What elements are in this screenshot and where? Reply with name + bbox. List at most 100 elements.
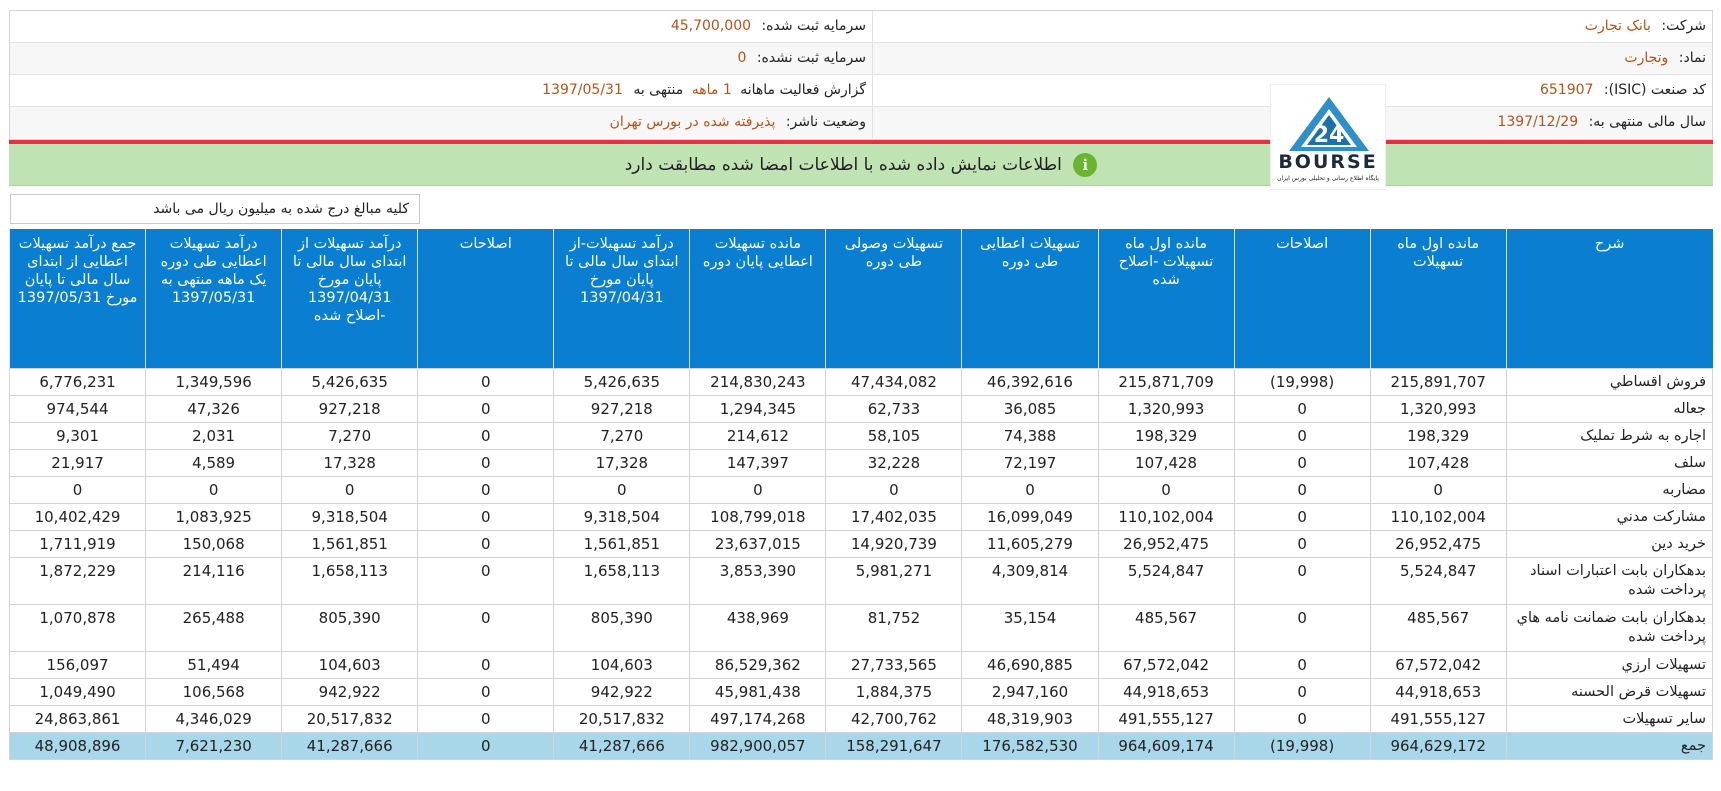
table-cell: 438,969 [689, 603, 827, 652]
unregistered-capital-cell: سرمایه ثبت نشده: 0 [8, 43, 872, 74]
table-cell: 0 [1233, 394, 1371, 423]
table-row: سلف 107,428 0 107,428 72,197 32,228 147,397 17,… [8, 448, 1714, 477]
table-cell: 20,517,832 [281, 704, 419, 733]
table-cell: 0 [417, 475, 555, 504]
table-cell: 20,517,832 [553, 704, 691, 733]
table-cell: 214,116 [145, 556, 283, 605]
table-cell: 0 [417, 421, 555, 450]
row-description: تسهيلات ارزي [1505, 650, 1714, 679]
report-end-date: 1397/05/31 [542, 82, 623, 98]
table-cell: 45,981,438 [689, 677, 827, 706]
table-cell: 198,329 [1097, 421, 1235, 450]
table-cell: 942,922 [281, 677, 419, 706]
report-period-cell: گزارش فعالیت ماهانه 1 ماهه منتهی به 1397… [8, 75, 872, 106]
table-row: مشارکت مدني 110,102,004 0 110,102,004 16,099… [8, 502, 1714, 531]
table-cell: 6,776,231 [8, 367, 147, 396]
table-cell: 0 [417, 677, 555, 706]
industry-code-value: 651907 [1539, 82, 1594, 98]
table-row: ساير تسهيلات 491,555,127 0 491,555,127 48,31… [8, 704, 1714, 733]
table-cell: 0 [1233, 704, 1371, 733]
symbol-value: وتجارت [1624, 50, 1669, 66]
table-header-row: شرح مانده اول ماه تسهیلات اصلاحات مانده … [8, 229, 1713, 368]
industry-code-label: کد صنعت (ISIC): [1603, 82, 1706, 98]
table-cell: 485,567 [1097, 603, 1235, 652]
table-cell: 0 [417, 367, 555, 396]
table-cell: 2,031 [145, 421, 283, 450]
table-cell: 5,981,271 [825, 556, 963, 605]
table-cell: 5,426,635 [281, 367, 419, 396]
table-cell: 26,952,475 [1097, 529, 1235, 558]
table-cell: 0 [281, 475, 419, 504]
svg-text:24: 24 [1314, 123, 1345, 148]
table-body: فروش اقساطي 215,891,707 (19,998) 215,871,70… [8, 367, 1714, 760]
table-cell: 0 [417, 448, 555, 477]
table-cell: 7,270 [553, 421, 691, 450]
table-cell: 0 [689, 475, 827, 504]
row-description: مشارکت مدني [1505, 502, 1714, 531]
info-row-company: شرکت: بانک تجارت سرمایه ثبت شده: 45,700,… [10, 11, 1712, 43]
table-cell: 974,544 [8, 394, 147, 423]
table-cell: 1,083,925 [145, 502, 283, 531]
table-cell: 147,397 [689, 448, 827, 477]
table-cell: 1,320,993 [1097, 394, 1235, 423]
row-description: سلف [1505, 448, 1714, 477]
info-row-symbol: نماد: وتجارت سرمایه ثبت نشده: 0 [10, 43, 1712, 75]
table-cell: 16,099,049 [961, 502, 1099, 531]
report-months-value: 1 ماهه [691, 82, 732, 98]
table-row: تسهيلات قرض الحسنه 44,918,653 0 44,918,653 2… [8, 677, 1714, 706]
table-cell: (19,998) [1233, 367, 1371, 396]
table-cell: 67,572,042 [1369, 650, 1507, 679]
table-cell: 214,612 [689, 421, 827, 450]
table-cell: 17,328 [281, 448, 419, 477]
table-cell: 0 [825, 475, 963, 504]
total-cell: 41,287,666 [553, 731, 691, 760]
table-cell: 1,658,113 [281, 556, 419, 605]
table-cell: 23,637,015 [689, 529, 827, 558]
table-cell: 110,102,004 [1369, 502, 1507, 531]
table-cell: 0 [417, 603, 555, 652]
table-cell: 0 [1369, 475, 1507, 504]
table-cell: 9,301 [8, 421, 147, 450]
col-header: جمع درآمد تسهیلات اعطایی از ابتدای سال م… [8, 229, 146, 368]
table-cell: 1,658,113 [553, 556, 691, 605]
table-cell: 47,434,082 [825, 367, 963, 396]
total-row: جمع 964,629,172 (19,998) 964,609,174 176,582… [8, 731, 1714, 760]
table-cell: 0 [417, 529, 555, 558]
col-header: درآمد تسهیلات اعطایی طی دوره یک ماهه منت… [145, 229, 282, 368]
col-header: شرح [1505, 229, 1713, 368]
total-cell: 964,629,172 [1369, 731, 1507, 760]
table-cell: 46,690,885 [961, 650, 1099, 679]
table-cell: 44,918,653 [1369, 677, 1507, 706]
table-cell: 27,733,565 [825, 650, 963, 679]
registered-capital-value: 45,700,000 [670, 18, 752, 34]
notice-text: اطلاعات نمایش داده شده با اطلاعات امضا ش… [624, 155, 1062, 175]
total-cell: 982,900,057 [689, 731, 827, 760]
company-info-panel: شرکت: بانک تجارت سرمایه ثبت شده: 45,700,… [9, 10, 1713, 140]
table-cell: 14,920,739 [825, 529, 963, 558]
table-cell: 32,228 [825, 448, 963, 477]
table-cell: 1,884,375 [825, 677, 963, 706]
symbol-cell: نماد: وتجارت [872, 43, 1712, 74]
table-cell: 0 [1097, 475, 1235, 504]
table-cell: 1,070,878 [8, 603, 147, 652]
table-cell: 0 [145, 475, 283, 504]
table-cell: 1,711,919 [8, 529, 147, 558]
table-cell: 17,328 [553, 448, 691, 477]
table-cell: 86,529,362 [689, 650, 827, 679]
table-cell: 0 [417, 502, 555, 531]
table-cell: 74,388 [961, 421, 1099, 450]
table-cell: 215,891,707 [1369, 367, 1507, 396]
table-cell: 81,752 [825, 603, 963, 652]
table-cell: 104,603 [553, 650, 691, 679]
table-cell: 107,428 [1097, 448, 1235, 477]
col-header: درآمد تسهیلات از ابتدای سال مالی تا پایا… [281, 229, 418, 368]
report-ending-label: منتهی به [633, 82, 684, 98]
red-divider [9, 140, 1713, 144]
row-description: جعاله [1505, 394, 1714, 423]
table-cell: 0 [1233, 603, 1371, 652]
col-header: اصلاحات [1233, 229, 1371, 368]
row-description: مضاربه [1505, 475, 1714, 504]
total-cell: (19,998) [1233, 731, 1371, 760]
facilities-table: شرح مانده اول ماه تسهیلات اصلاحات مانده … [8, 229, 1714, 760]
row-description: خريد دين [1505, 529, 1714, 558]
